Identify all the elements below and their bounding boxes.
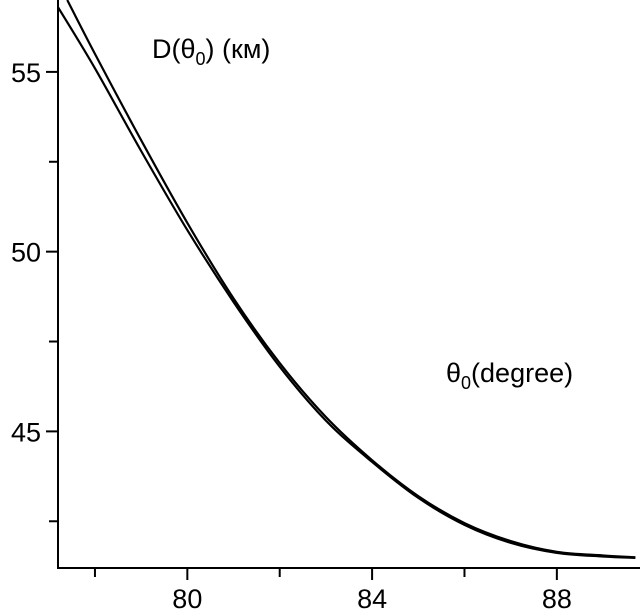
series-line-1 xyxy=(66,0,636,559)
x-tick-label: 80 xyxy=(172,584,202,614)
series-lines xyxy=(57,0,636,560)
x-tick-label: 88 xyxy=(542,584,572,614)
x-axis-label: θ0(degree) xyxy=(446,358,573,393)
y-tick-label: 45 xyxy=(11,417,41,447)
x-tick-label: 84 xyxy=(357,584,387,614)
ticks: 80 84 88 45 50 55 xyxy=(11,58,572,614)
y-axis-label: D(θ0) (км) xyxy=(152,34,270,69)
y-tick-label: 50 xyxy=(11,238,41,268)
series-line-2 xyxy=(57,6,636,560)
y-tick-label: 55 xyxy=(11,58,41,88)
axes xyxy=(57,0,640,569)
